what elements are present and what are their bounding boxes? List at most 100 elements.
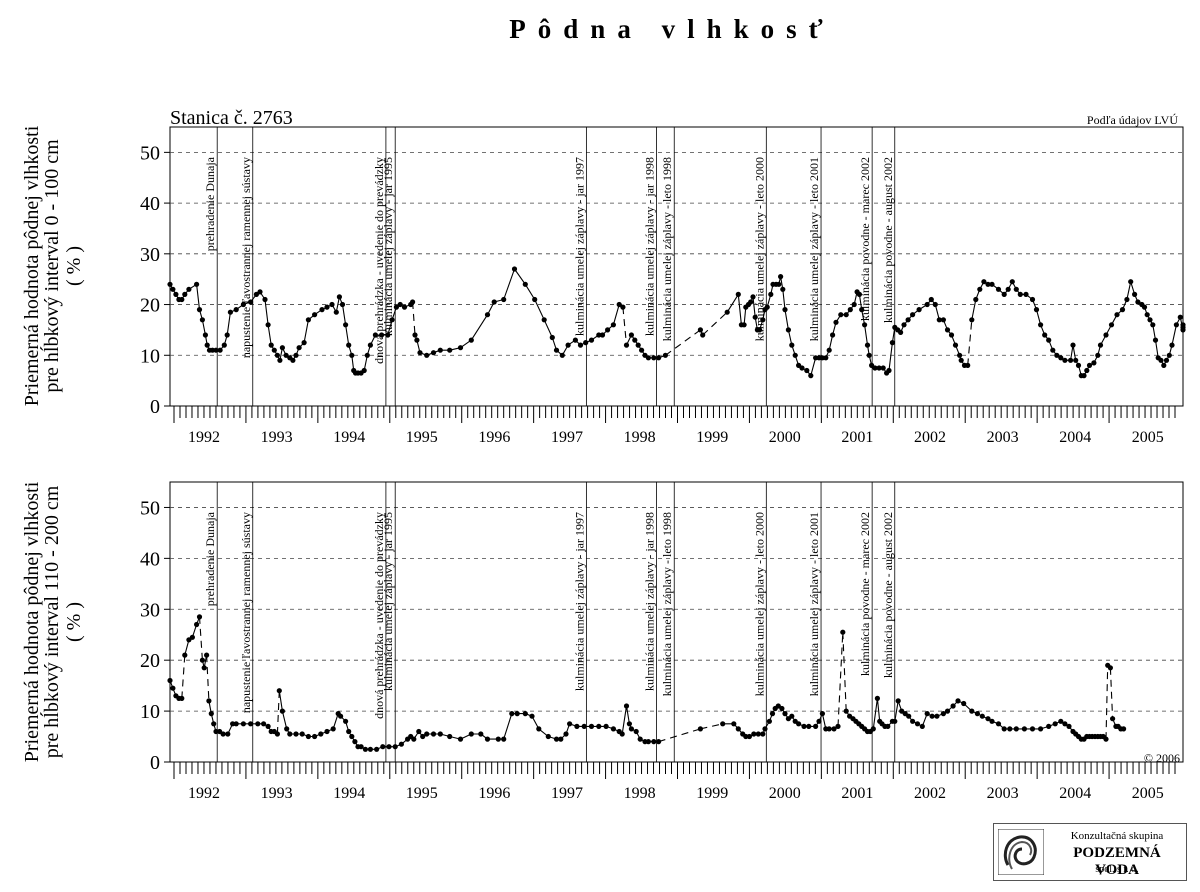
data-point xyxy=(768,291,774,297)
data-point xyxy=(227,309,233,315)
data-point xyxy=(343,322,349,328)
x-tick-label: 1999 xyxy=(696,429,728,446)
data-point xyxy=(916,307,922,313)
data-point xyxy=(785,327,792,333)
data-point xyxy=(1066,723,1072,730)
data-point xyxy=(782,711,788,717)
data-point xyxy=(240,301,246,308)
data-point xyxy=(906,713,912,719)
data-point xyxy=(898,329,904,335)
data-point xyxy=(213,347,219,353)
data-point xyxy=(268,342,274,348)
data-point xyxy=(874,695,881,702)
data-point xyxy=(447,347,453,353)
data-point xyxy=(1042,332,1048,338)
data-point xyxy=(700,332,706,338)
data-point xyxy=(741,322,747,328)
data-point xyxy=(748,299,754,305)
logo-spiral-icon xyxy=(998,829,1044,875)
data-point xyxy=(293,352,299,358)
data-point xyxy=(271,347,277,353)
data-point xyxy=(977,286,983,292)
data-point xyxy=(1150,322,1156,328)
data-point xyxy=(1166,352,1172,358)
x-tick-label: 1993 xyxy=(261,429,293,446)
data-point xyxy=(1073,357,1079,363)
data-point xyxy=(610,322,617,328)
data-point xyxy=(901,322,907,328)
data-point xyxy=(1086,362,1093,368)
data-point xyxy=(651,355,657,361)
data-point xyxy=(599,332,606,338)
data-point xyxy=(1038,726,1044,732)
data-point xyxy=(948,332,955,338)
x-tick-label: 2002 xyxy=(914,785,946,802)
data-point xyxy=(769,711,776,717)
data-point xyxy=(1114,312,1120,318)
event-label: prehradenie Dunaja xyxy=(203,156,217,251)
data-point xyxy=(1103,736,1109,742)
data-point xyxy=(1180,322,1186,328)
data-point xyxy=(248,721,254,727)
data-point xyxy=(211,721,217,727)
data-point xyxy=(979,713,985,719)
x-tick-label: 1998 xyxy=(624,785,656,802)
y-tick-label: 10 xyxy=(140,345,160,367)
data-point xyxy=(826,726,832,732)
data-point xyxy=(965,362,971,368)
data-point xyxy=(957,352,963,358)
data-point xyxy=(620,304,626,310)
data-point xyxy=(944,327,951,333)
data-point xyxy=(985,716,991,722)
x-tick-label: 2004 xyxy=(1059,429,1091,446)
data-point xyxy=(757,327,763,333)
data-point xyxy=(437,347,443,353)
data-point xyxy=(743,733,749,740)
data-point xyxy=(447,733,453,740)
data-point xyxy=(430,350,437,356)
event-label: dnová prehrádzka - uvedenie do prevádzky xyxy=(372,512,386,719)
y-tick-label: 10 xyxy=(140,701,160,723)
data-point xyxy=(255,721,261,727)
data-point xyxy=(1163,357,1170,363)
data-point xyxy=(397,301,403,308)
data-point xyxy=(468,731,474,737)
data-point xyxy=(910,718,916,724)
y-tick-label: 20 xyxy=(140,650,160,672)
data-point xyxy=(910,312,916,318)
data-point xyxy=(312,733,318,740)
data-point xyxy=(412,332,418,338)
data-point xyxy=(847,307,853,313)
x-tick-label: 1995 xyxy=(406,785,438,802)
data-point xyxy=(835,723,841,730)
y-tick-label: 40 xyxy=(140,548,160,570)
data-point xyxy=(866,352,872,358)
series-line xyxy=(169,268,1184,377)
data-point xyxy=(1017,291,1023,297)
x-tick-label: 1996 xyxy=(478,429,510,446)
data-point xyxy=(287,731,293,737)
data-point xyxy=(838,312,844,318)
data-point xyxy=(940,711,947,717)
event-label: kulminácia umelej záplavy - jar 1998 xyxy=(643,157,657,336)
data-point xyxy=(764,304,770,310)
y-axis-label: pre hĺbkový interval 110 - 200 cm xyxy=(39,485,63,758)
data-point xyxy=(262,296,268,303)
data-point xyxy=(424,352,430,358)
logo-line-3: spol. s r. o. xyxy=(1095,864,1139,875)
data-point xyxy=(889,340,896,346)
data-point xyxy=(372,332,378,338)
data-point xyxy=(410,299,416,305)
data-point xyxy=(204,652,210,658)
data-point xyxy=(914,721,921,727)
data-point xyxy=(843,708,849,714)
data-point xyxy=(299,731,305,737)
data-point xyxy=(1054,352,1060,358)
panel-bottom: 0 10 20 30 40 50 1992 1993 1994 1995 1996 1997 1998 1… xyxy=(21,481,1184,802)
data-point xyxy=(961,700,967,707)
data-point xyxy=(826,347,832,353)
data-point xyxy=(319,307,325,313)
data-point xyxy=(279,345,285,351)
data-point xyxy=(194,281,200,287)
data-point xyxy=(379,332,385,338)
